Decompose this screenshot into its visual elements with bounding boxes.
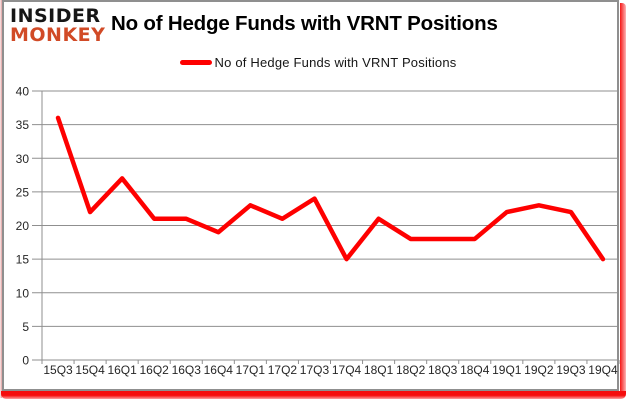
red-border-right — [620, 3, 626, 397]
svg-text:18Q4: 18Q4 — [460, 363, 490, 377]
svg-text:17Q2: 17Q2 — [268, 363, 298, 377]
page-title: No of Hedge Funds with VRNT Positions — [111, 12, 498, 35]
svg-text:17Q1: 17Q1 — [236, 363, 266, 377]
svg-text:19Q4: 19Q4 — [588, 363, 618, 377]
svg-text:17Q3: 17Q3 — [300, 363, 330, 377]
svg-text:20: 20 — [16, 219, 30, 233]
svg-text:5: 5 — [22, 320, 29, 334]
svg-text:40: 40 — [16, 85, 30, 99]
red-border-left — [0, 0, 2, 398]
svg-text:16Q2: 16Q2 — [140, 363, 170, 377]
red-border-bottom — [1, 391, 626, 399]
svg-text:18Q1: 18Q1 — [364, 363, 394, 377]
legend-line-marker — [179, 60, 212, 65]
svg-text:16Q3: 16Q3 — [172, 363, 202, 377]
svg-text:16Q4: 16Q4 — [204, 363, 234, 377]
svg-text:19Q1: 19Q1 — [492, 363, 522, 377]
svg-text:0: 0 — [22, 354, 29, 368]
svg-text:16Q1: 16Q1 — [107, 363, 137, 377]
logo-insider-text: INSIDER — [10, 5, 101, 27]
insider-monkey-logo: INSIDER MONKEY — [10, 6, 105, 46]
svg-text:10: 10 — [16, 286, 30, 300]
legend-label: No of Hedge Funds with VRNT Positions — [214, 55, 457, 70]
svg-text:15Q4: 15Q4 — [75, 363, 105, 377]
svg-text:15Q3: 15Q3 — [43, 363, 73, 377]
svg-text:18Q3: 18Q3 — [428, 363, 458, 377]
svg-text:18Q2: 18Q2 — [396, 363, 426, 377]
svg-text:30: 30 — [16, 152, 30, 166]
svg-text:19Q3: 19Q3 — [556, 363, 586, 377]
svg-text:35: 35 — [16, 118, 30, 132]
chart-legend: No of Hedge Funds with VRNT Positions — [0, 55, 636, 70]
logo-monkey-text: MONKEY — [10, 24, 106, 46]
svg-text:17Q4: 17Q4 — [332, 363, 362, 377]
svg-text:25: 25 — [16, 185, 30, 199]
svg-text:19Q2: 19Q2 — [524, 363, 554, 377]
svg-text:15: 15 — [16, 253, 30, 267]
